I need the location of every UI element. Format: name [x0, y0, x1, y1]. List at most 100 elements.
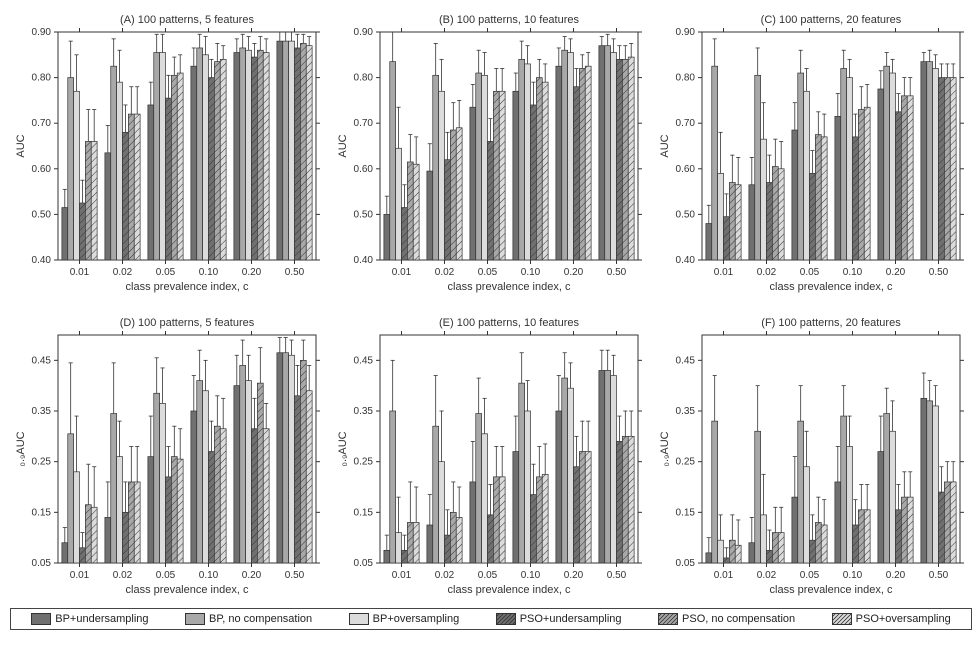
x-tick-label: 0.20: [564, 267, 584, 278]
bar: [542, 82, 548, 260]
bar: [450, 512, 456, 563]
y-axis-label: ₀.₉AUC: [659, 431, 671, 466]
bar: [901, 497, 907, 563]
bar: [724, 217, 730, 260]
bar: [513, 91, 519, 260]
y-tick-label: 0.05: [676, 558, 696, 569]
y-axis-label: ₀.₉AUC: [337, 431, 349, 466]
bar: [712, 66, 718, 260]
bar: [718, 540, 724, 563]
x-tick-label: 0.50: [285, 267, 305, 278]
bar: [562, 378, 568, 563]
bar: [878, 89, 884, 260]
x-axis-label: class prevalence index, c: [770, 281, 893, 293]
bar: [706, 553, 712, 563]
bar: [111, 66, 117, 260]
bar: [191, 411, 197, 563]
legend-swatch: [31, 613, 51, 625]
bar: [85, 141, 91, 260]
bar: [128, 482, 134, 563]
bar: [154, 53, 160, 260]
bar: [804, 91, 810, 260]
y-tick-label: 0.80: [676, 73, 696, 84]
bar: [890, 431, 896, 563]
x-tick-label: 0.50: [929, 267, 949, 278]
bar: [927, 401, 933, 563]
bar: [257, 383, 263, 563]
bar: [712, 421, 718, 563]
chart-panel-C: 0.400.500.600.700.800.900.010.020.050.10…: [654, 10, 966, 303]
bar: [841, 416, 847, 563]
y-tick-label: 0.45: [354, 355, 374, 366]
bar: [160, 53, 166, 260]
bar: [427, 171, 433, 260]
bar: [283, 353, 289, 563]
bar: [80, 548, 86, 563]
bar: [476, 73, 482, 260]
bar: [234, 53, 240, 260]
bar: [927, 62, 933, 260]
bar: [488, 515, 494, 563]
y-tick-label: 0.35: [354, 406, 374, 417]
panel-title: (C) 100 patterns, 20 features: [761, 14, 902, 26]
bar: [761, 139, 767, 260]
bar: [858, 510, 864, 563]
bar: [556, 411, 562, 563]
bar: [439, 462, 445, 563]
chart-panel-F: 0.050.150.250.350.450.010.020.050.100.20…: [654, 313, 966, 606]
legend-label: PSO+undersampling: [520, 613, 622, 625]
bar: [203, 391, 209, 563]
bar: [277, 353, 283, 563]
bar: [209, 452, 215, 563]
x-tick-label: 0.05: [800, 570, 820, 581]
bar: [853, 525, 859, 563]
x-tick-label: 0.01: [70, 570, 90, 581]
y-axis-label: AUC: [337, 134, 349, 157]
bar: [778, 533, 784, 563]
bar: [611, 53, 617, 260]
bar: [585, 66, 591, 260]
bar: [933, 68, 939, 260]
x-axis-label: class prevalence index, c: [448, 584, 571, 596]
bar: [427, 525, 433, 563]
x-tick-label: 0.02: [757, 267, 777, 278]
y-tick-label: 0.90: [354, 27, 374, 38]
bar: [283, 41, 289, 260]
y-tick-label: 0.35: [676, 406, 696, 417]
bar: [944, 482, 950, 563]
y-axis-label: AUC: [659, 134, 671, 157]
legend: BP+undersamplingBP, no compensationBP+ov…: [10, 608, 972, 630]
x-tick-label: 0.01: [392, 570, 412, 581]
bar: [295, 396, 301, 563]
bar: [622, 436, 628, 563]
legend-label: BP+oversampling: [373, 613, 460, 625]
bar: [433, 75, 439, 260]
bar: [772, 533, 778, 563]
bar: [706, 224, 712, 260]
bar: [396, 148, 402, 260]
bar: [735, 545, 741, 563]
legend-item: BP+oversampling: [349, 613, 460, 625]
bar: [306, 46, 312, 260]
bar: [134, 114, 140, 260]
bar: [493, 91, 499, 260]
chart-panel-D: 0.050.150.250.350.450.010.020.050.100.20…: [10, 313, 322, 606]
bar: [240, 48, 246, 260]
bar: [128, 114, 134, 260]
bar: [456, 517, 462, 563]
x-axis-label: class prevalence index, c: [770, 584, 893, 596]
bar: [939, 78, 945, 260]
bar: [890, 73, 896, 260]
chart-panel-A: 0.400.500.600.700.800.900.010.020.050.10…: [10, 10, 322, 303]
legend-item: BP+undersampling: [31, 613, 148, 625]
bar: [252, 57, 258, 260]
legend-swatch: [349, 613, 369, 625]
bar: [191, 66, 197, 260]
bar: [300, 360, 306, 563]
y-tick-label: 0.60: [676, 164, 696, 175]
chart-svg: 0.050.150.250.350.450.010.020.050.100.20…: [10, 313, 322, 601]
x-tick-label: 0.02: [757, 570, 777, 581]
bar: [62, 208, 68, 260]
bar: [531, 105, 537, 260]
bar: [450, 130, 456, 260]
